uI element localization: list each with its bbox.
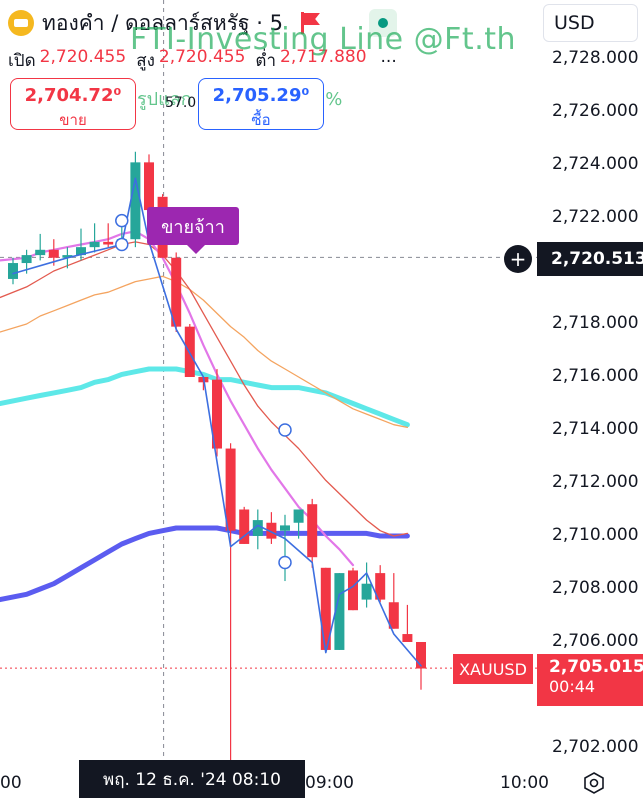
price-tick-label: 2,702.000 <box>552 737 639 757</box>
candle-body <box>402 634 413 642</box>
bar-countdown: 00:44 <box>549 677 596 696</box>
ma_red-line <box>0 241 409 537</box>
candle-body <box>361 583 372 600</box>
spread-value: 57.0 <box>165 95 197 111</box>
candle-body <box>76 247 86 256</box>
gold-logo-icon <box>8 10 34 36</box>
settings-gear-icon[interactable] <box>583 772 605 794</box>
add-alert-plus-icon[interactable]: + <box>504 245 532 273</box>
more-indicator: ... <box>380 47 397 67</box>
candle-body <box>21 255 32 264</box>
crosshair-price-tag: 2,720.513 <box>537 242 643 276</box>
time-label-left: 00 <box>0 773 22 793</box>
market-status-icon[interactable] <box>368 9 397 37</box>
price-tick-label: 2,706.000 <box>552 631 639 651</box>
candle-body <box>334 573 345 650</box>
swing-marker <box>115 237 129 252</box>
crosshair-price: 2,720.513 <box>551 249 643 269</box>
sell-label: ขาย <box>59 111 87 129</box>
price-tick-label: 2,728.000 <box>552 48 639 68</box>
ohlc-legend: เปิด 2,720.455 สูง 2,720.455 ต่ำ 2,717.880 … <box>8 47 397 74</box>
high-label: สูง <box>136 51 155 71</box>
price-tick-label: 2,718.000 <box>552 313 639 333</box>
candle-body <box>171 257 182 327</box>
low-value: 2,717.880 <box>280 47 367 67</box>
candle-body <box>130 162 141 240</box>
candle-body <box>348 570 358 611</box>
ma_orange-line <box>0 275 409 429</box>
sell-price: 2,704.72⁰ <box>24 85 122 106</box>
price-tick-label: 2,710.000 <box>552 525 639 545</box>
time-label-0900: 09:00 <box>305 773 354 793</box>
candle-body <box>266 522 277 539</box>
symbol-price-tag: XAUUSD <box>453 654 533 684</box>
symbol-header: ทองคำ / ดอลลาร์สหรัฐ · 5 <box>8 8 397 38</box>
candle-body <box>103 241 114 245</box>
candle-body <box>280 525 290 531</box>
watermark: FTI-Investing Line @Ft.th <box>130 22 517 57</box>
buy-price: 2,705.29⁰ <box>212 85 310 106</box>
candle-body <box>212 379 222 449</box>
candle-body <box>35 249 46 256</box>
candle-body <box>225 448 236 531</box>
candle-body <box>48 249 59 258</box>
crosshair-time-label: พฤ. 12 ธ.ค. '24 08:10 <box>79 760 305 798</box>
candle-body <box>62 255 73 258</box>
candle-body <box>388 602 399 629</box>
swing-marker <box>278 555 292 570</box>
ma_cyan-line <box>0 366 410 428</box>
price-tick-label: 2,724.000 <box>552 154 639 174</box>
swing-marker <box>115 213 129 228</box>
open-label: เปิด <box>8 51 36 71</box>
flag-icon[interactable] <box>300 12 321 34</box>
last-price-tag: 2,705.015 00:44 <box>537 654 643 706</box>
candle-body <box>144 162 154 211</box>
price-tick-label: 2,716.000 <box>552 366 639 386</box>
sell-button[interactable]: 2,704.72⁰ ขาย <box>10 78 136 130</box>
price-tick-label: 2,726.000 <box>552 101 639 121</box>
sell-signal-label: ขายจ้าา <box>147 207 239 254</box>
price-tick-label: 2,714.000 <box>552 419 639 439</box>
buy-button[interactable]: 2,705.29⁰ ซื้อ <box>198 78 324 130</box>
zigzag-line <box>12 177 422 667</box>
low-label: ต่ำ <box>255 51 276 71</box>
price-tick-label: 2,708.000 <box>552 578 639 598</box>
symbol-title[interactable]: ทองคำ / ดอลลาร์สหรัฐ · 5 <box>42 10 283 35</box>
candle-body <box>375 573 386 600</box>
currency-select[interactable]: USD <box>543 4 638 42</box>
price-tick-label: 2,722.000 <box>552 207 639 227</box>
candle-body <box>307 504 318 558</box>
candle-body <box>252 520 263 536</box>
buy-label: ซื้อ <box>251 111 271 129</box>
swing-marker <box>278 423 292 437</box>
high-value: 2,720.455 <box>158 47 246 67</box>
ma_violet-line <box>0 230 355 567</box>
candle-body <box>8 263 18 279</box>
candle-body <box>320 567 331 650</box>
candle-body <box>89 241 100 248</box>
candle-body <box>239 509 250 544</box>
candle-body <box>293 509 304 523</box>
candle-body <box>416 642 426 669</box>
last-price: 2,705.015 <box>549 657 643 677</box>
ma_thick-line <box>0 525 410 603</box>
time-label-1000: 10:00 <box>500 773 549 793</box>
open-value: 2,720.455 <box>39 47 127 67</box>
price-tick-label: 2,712.000 <box>552 472 639 492</box>
